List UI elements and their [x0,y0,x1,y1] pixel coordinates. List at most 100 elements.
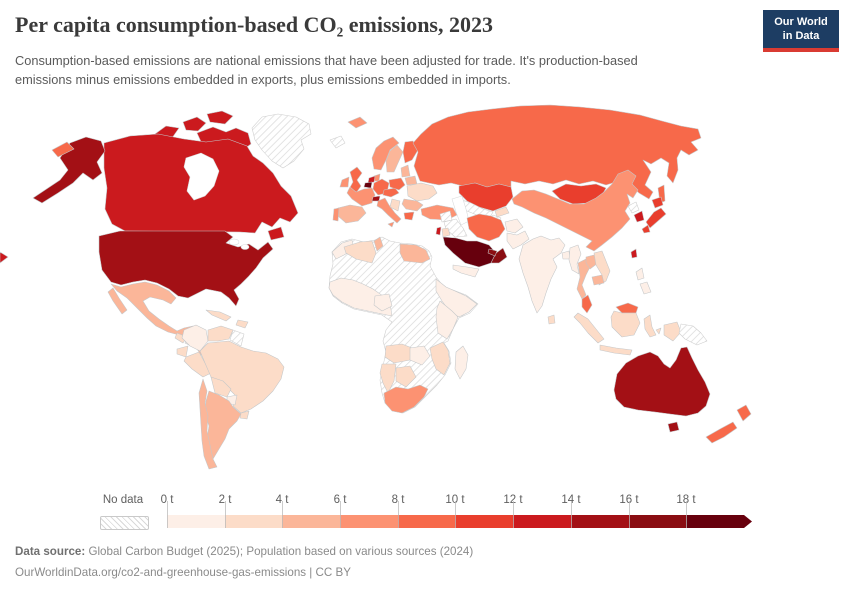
region-kenya-tanzania[interactable] [435,300,459,340]
country-spain[interactable] [337,204,367,224]
country-bolivia[interactable] [210,376,232,398]
country-pakistan[interactable] [506,230,530,250]
country-hispaniola[interactable] [235,319,249,329]
country-cambodia[interactable] [591,274,605,286]
legend-bin-swatch[interactable] [340,515,398,528]
country-philippines[interactable] [639,281,652,295]
country-italy-sicily[interactable] [387,221,395,228]
country-malaysia-borneo[interactable] [615,302,639,314]
country-usa-alaska[interactable] [32,136,106,204]
country-indonesia-papua[interactable] [663,321,682,342]
legend-no-data-swatch[interactable] [100,516,149,530]
country-vietnam[interactable] [593,250,611,286]
country-madagascar[interactable] [454,345,469,380]
country-algeria[interactable] [343,240,377,264]
country-canada[interactable] [206,110,234,125]
country-new-zealand[interactable] [736,404,752,422]
country-mozambique[interactable] [429,341,451,376]
country-canada[interactable] [182,116,207,132]
country-ireland[interactable] [339,176,350,188]
country-ecuador[interactable] [176,345,189,358]
legend-bin-swatch[interactable] [513,515,571,528]
country-egypt[interactable] [399,243,431,264]
country-indonesia-java[interactable] [599,344,633,356]
country-france[interactable] [346,186,376,207]
country-sweden[interactable] [385,144,404,173]
country-japan[interactable] [645,207,667,229]
country-portugal[interactable] [332,207,340,222]
country-jordan[interactable] [441,227,451,238]
country-poland[interactable] [388,177,406,191]
owid-logo[interactable]: Our World in Data [763,10,839,52]
country-ethiopia[interactable] [435,278,478,318]
country-netherlands[interactable] [367,175,376,184]
country-new-zealand[interactable] [705,421,738,444]
country-svalbard[interactable] [347,116,368,129]
country-indonesia-sulawesi[interactable] [643,314,657,338]
country-russia-chukotka[interactable] [51,141,75,158]
country-indonesia-maluku[interactable] [655,327,662,335]
country-united-kingdom[interactable] [347,166,363,194]
country-yemen[interactable] [452,264,480,278]
country-nigeria[interactable] [373,293,393,312]
legend-bin-swatch[interactable] [629,515,686,528]
country-mexico[interactable] [110,281,199,336]
legend-bin-swatch-arrow[interactable] [686,515,752,528]
country-switzerland[interactable] [371,195,381,202]
country-papua-new-guinea[interactable] [678,323,708,346]
legend-bin-swatch[interactable] [282,515,340,528]
citation-link[interactable]: OurWorldinData.org/co2-and-greenhouse-ga… [15,566,351,579]
legend-bin-swatch[interactable] [455,515,513,528]
country-afghanistan[interactable] [504,218,524,234]
country-peru[interactable] [183,351,212,378]
legend-bin-swatch[interactable] [398,515,455,528]
legend-bin-swatch[interactable] [167,515,225,528]
country-iceland[interactable] [329,135,346,149]
country-kyrgyzstan[interactable] [494,206,510,218]
country-japan[interactable] [651,196,664,209]
country-malaysia[interactable] [581,294,593,314]
country-mexico-baja[interactable] [107,287,128,315]
country-guyana-suriname[interactable] [229,329,245,347]
country-philippines[interactable] [635,267,645,281]
country-uae[interactable] [487,248,498,257]
country-cuba[interactable] [205,309,232,322]
country-south-africa[interactable] [383,384,429,414]
country-indonesia-sumatra[interactable] [573,312,605,344]
country-tunisia[interactable] [373,236,384,252]
country-bangladesh[interactable] [561,250,571,260]
country-taiwan[interactable] [630,248,638,259]
country-greece[interactable] [403,211,415,221]
country-india[interactable] [518,235,566,314]
country-russia[interactable] [412,104,702,200]
country-belarus[interactable] [404,175,418,186]
country-north-korea[interactable] [627,201,640,214]
country-belgium-luxembourg[interactable] [363,181,373,189]
country-oman[interactable] [490,247,508,264]
country-south-korea[interactable] [633,210,645,223]
country-australia[interactable] [613,346,711,417]
country-venezuela[interactable] [207,325,234,342]
country-china[interactable] [511,169,639,252]
country-indonesia-borneo[interactable] [610,310,641,338]
country-canada[interactable] [267,226,285,241]
legend-bin-swatch[interactable] [225,515,282,528]
country-botswana[interactable] [395,365,417,388]
country-uruguay[interactable] [239,410,250,420]
country-italy[interactable] [376,197,402,224]
country-sri-lanka[interactable] [547,314,556,325]
country-norway[interactable] [371,136,400,171]
country-iran[interactable] [466,213,506,242]
country-chile[interactable] [198,378,218,470]
country-myanmar[interactable] [568,244,582,275]
country-colombia[interactable] [181,324,209,352]
africa-no-data-base[interactable] [328,236,479,414]
country-balkans[interactable] [389,198,401,212]
region-zambia-zimbabwe[interactable] [409,345,431,366]
country-australia-tasmania[interactable] [667,421,680,433]
country-usa[interactable] [98,230,274,307]
country-japan[interactable] [641,224,651,234]
country-romania-bulgaria[interactable] [401,198,424,212]
legend-bin-swatch[interactable] [571,515,629,528]
country-baltics[interactable] [400,164,411,178]
